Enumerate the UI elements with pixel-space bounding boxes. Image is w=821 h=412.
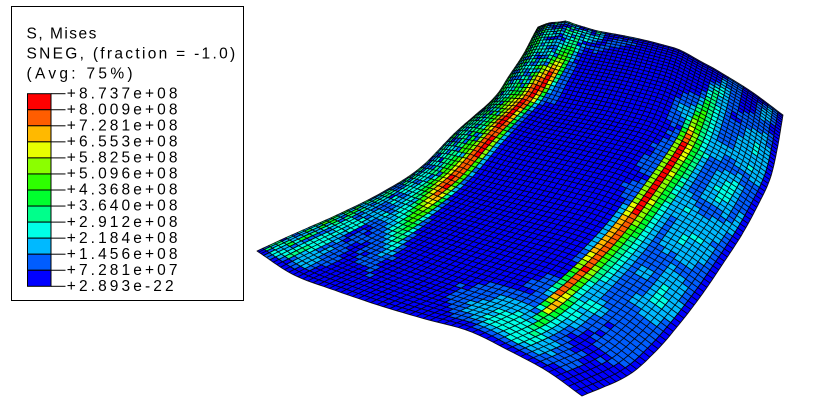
svg-text:S, Mises: S, Mises xyxy=(27,25,98,42)
svg-text:+2.893e-22: +2.893e-22 xyxy=(67,278,177,295)
svg-text:+4.368e+08: +4.368e+08 xyxy=(67,182,181,199)
svg-text:+5.825e+08: +5.825e+08 xyxy=(67,150,181,167)
svg-text:+2.912e+08: +2.912e+08 xyxy=(67,214,181,231)
svg-text:SNEG, (fraction = -1.0): SNEG, (fraction = -1.0) xyxy=(27,46,238,63)
svg-text:+3.640e+08: +3.640e+08 xyxy=(67,198,181,215)
svg-text:(Avg: 75%): (Avg: 75%) xyxy=(27,66,136,83)
svg-text:+6.553e+08: +6.553e+08 xyxy=(67,134,181,151)
svg-text:+8.737e+08: +8.737e+08 xyxy=(67,85,181,102)
svg-text:+5.096e+08: +5.096e+08 xyxy=(67,166,181,183)
svg-text:+7.281e+07: +7.281e+07 xyxy=(67,262,181,279)
svg-text:+7.281e+08: +7.281e+08 xyxy=(67,117,181,134)
svg-text:+8.009e+08: +8.009e+08 xyxy=(67,101,181,118)
svg-text:+2.184e+08: +2.184e+08 xyxy=(67,230,181,247)
svg-text:+1.456e+08: +1.456e+08 xyxy=(67,246,181,263)
